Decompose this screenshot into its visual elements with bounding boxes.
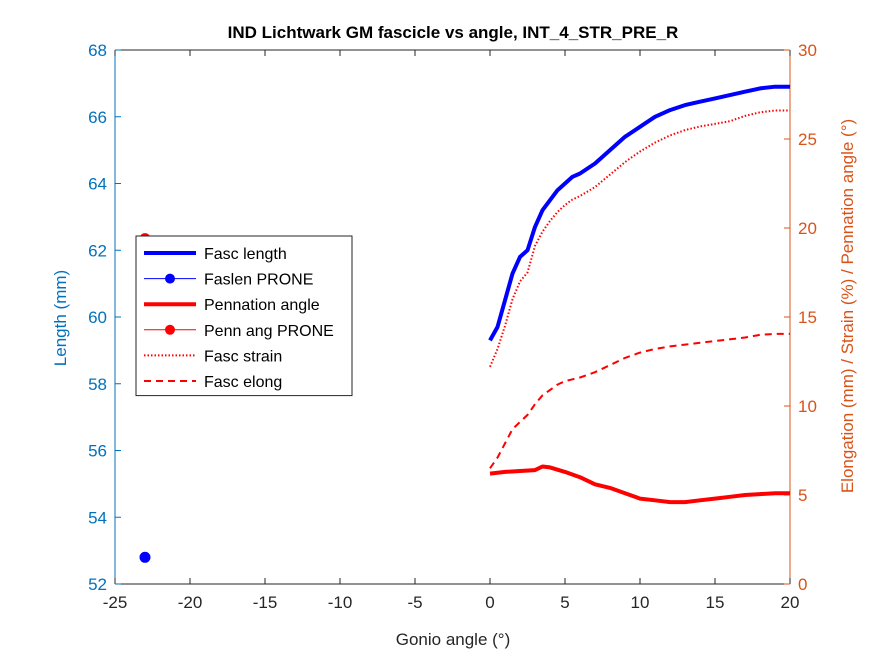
x-tick-label: 0: [485, 593, 494, 612]
x-tick-label: 20: [781, 593, 800, 612]
series-line-fasc-length: [488, 84, 790, 342]
y-tick-label-right: 25: [798, 130, 817, 149]
legend-label-fasc-length: Fasc length: [204, 246, 287, 263]
y-tick-label-left: 62: [88, 241, 107, 260]
y-tick-label-left: 60: [88, 308, 107, 327]
y-tick-label-left: 68: [88, 41, 107, 60]
legend: Fasc length Faslen PRONE Pennation angle Pe…: [135, 235, 353, 397]
legend-label-fasc-elong: Fasc elong: [204, 374, 282, 391]
series-line-fasc-strain: [489, 109, 790, 368]
chart-title: IND Lichtwark GM fascicle vs angle, INT_…: [228, 23, 679, 42]
y-tick-label-left: 66: [88, 108, 107, 127]
y-tick-label-right: 20: [798, 219, 817, 238]
y-tick-label-left: 58: [88, 375, 107, 394]
y-axis-label-left: Length (mm): [51, 270, 70, 366]
legend-marker-faslen-prone: [165, 273, 175, 284]
y-tick-label-left: 52: [88, 575, 107, 594]
y-tick-label-right: 15: [798, 308, 817, 327]
x-tick-label: -15: [253, 593, 278, 612]
y-tick-label-right: 5: [798, 486, 807, 505]
series-line-fasc-elong: [489, 332, 790, 469]
x-tick-label: -25: [103, 593, 128, 612]
legend-label-faslen-prone: Faslen PRONE: [204, 272, 313, 289]
x-axis-label: Gonio angle (°): [396, 630, 511, 649]
x-tick-label: -5: [407, 593, 422, 612]
data-point-faslen-prone: [139, 551, 151, 563]
y-tick-label-left: 56: [88, 442, 107, 461]
x-tick-label: 5: [560, 593, 569, 612]
y-tick-label-right: 10: [798, 397, 817, 416]
legend-box: [135, 235, 353, 397]
axis-ticks: -25 -20 -15 -10 -5 0 5 10 15 20 52 54 56 58 60 62 64 66 68…: [88, 41, 817, 612]
x-tick-label: -20: [178, 593, 203, 612]
x-tick-label: 15: [706, 593, 725, 612]
legend-label-fasc-strain: Fasc strain: [204, 348, 282, 365]
y-axis-label-right: Elongation (mm) / Strain (%) / Pennation…: [838, 119, 857, 493]
x-tick-label: -10: [328, 593, 353, 612]
legend-label-penn-ang-prone: Penn ang PRONE: [204, 323, 334, 340]
y-tick-label-left: 54: [88, 508, 107, 527]
series-line-pennation-angle: [489, 464, 790, 505]
legend-label-pennation-angle: Pennation angle: [204, 297, 320, 314]
x-tick-label: 10: [631, 593, 650, 612]
y-tick-label-left: 64: [88, 175, 107, 194]
y-tick-label-right: 30: [798, 41, 817, 60]
legend-marker-penn-ang-prone: [165, 324, 175, 335]
y-tick-label-right: 0: [798, 575, 807, 594]
